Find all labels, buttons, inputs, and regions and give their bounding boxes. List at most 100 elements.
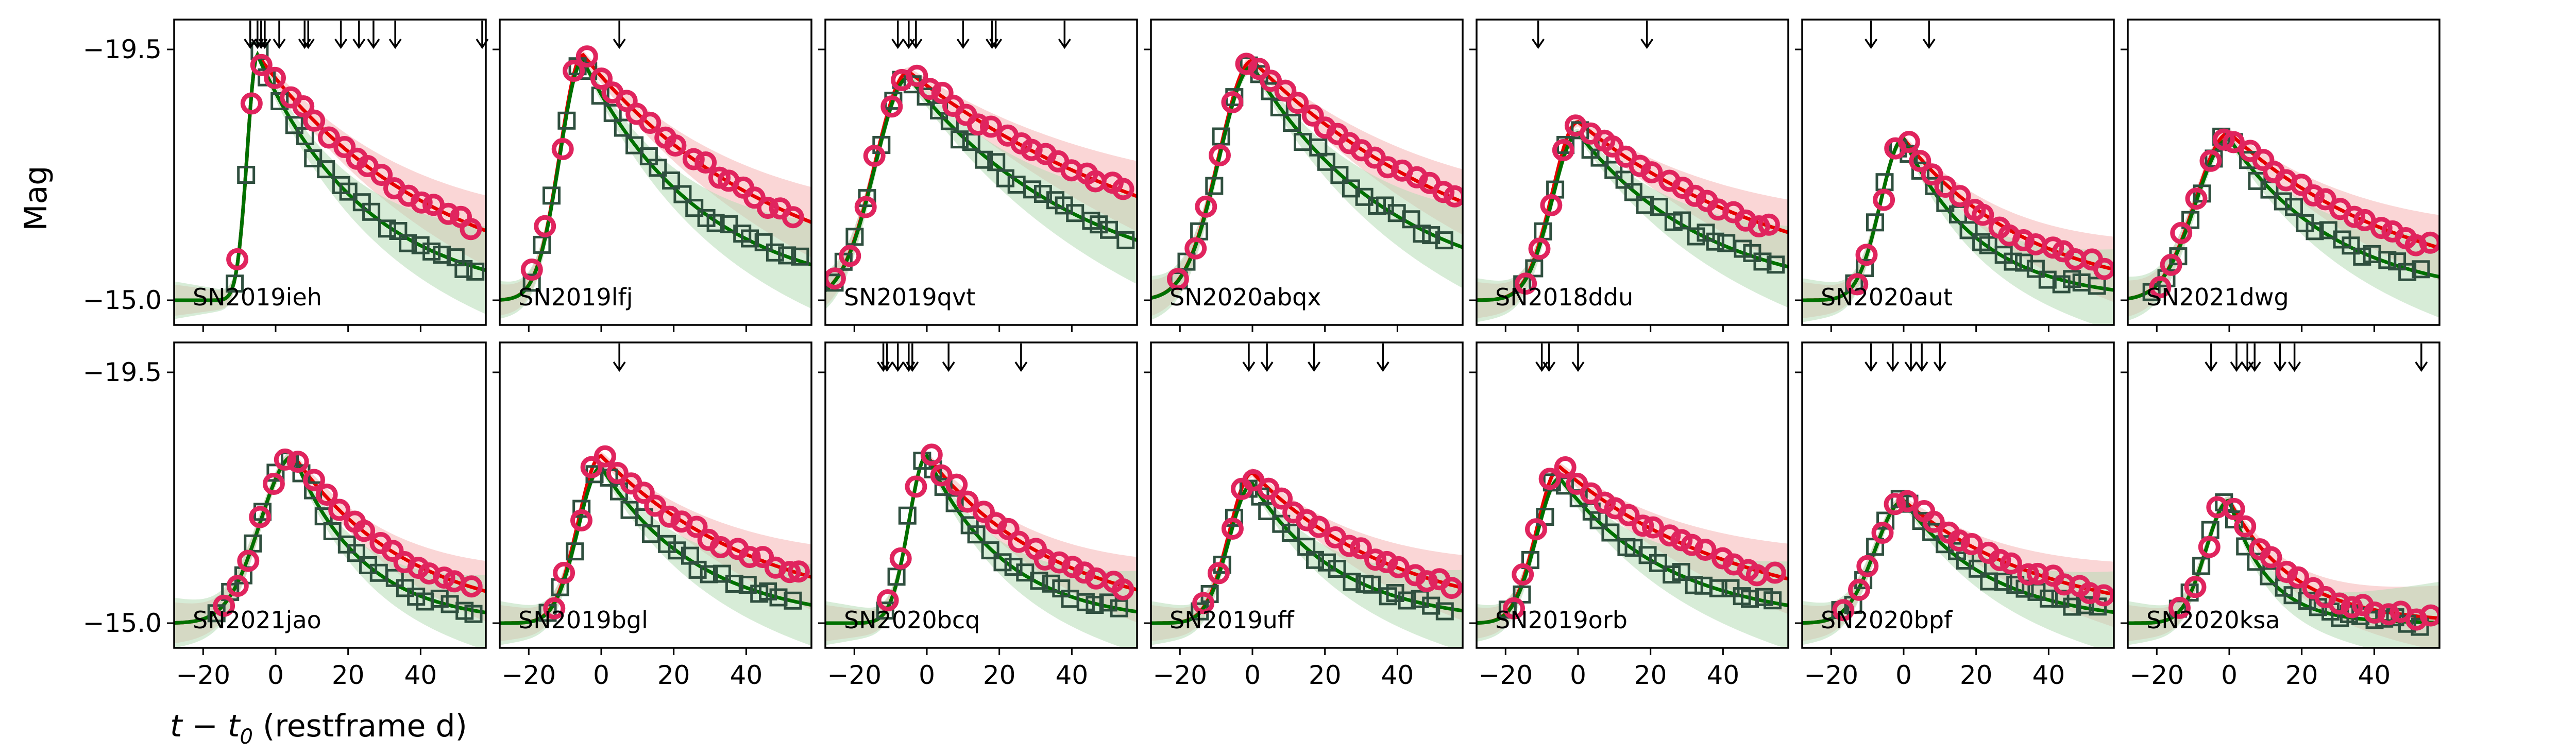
r-band-observation [2222, 131, 2245, 153]
g-band-observation [566, 542, 584, 561]
g-band-observation [1099, 593, 1117, 612]
g-band-observation [339, 182, 358, 201]
g-band-observation [323, 522, 342, 540]
r-band-observation [1525, 518, 1547, 541]
r-band-observation [1999, 552, 2022, 575]
g-band-observation [791, 247, 809, 266]
g-band-observation [668, 541, 686, 560]
r-band-observation [249, 506, 272, 528]
upper-limit-arrow [956, 21, 970, 49]
r-band-observation [292, 95, 315, 117]
upper-limit-arrow [2274, 343, 2286, 372]
x-tick-label: −20 [502, 660, 556, 690]
panel-frame [499, 19, 812, 326]
g-band-observation [1086, 596, 1104, 614]
panel-label: SN2020abqx [1170, 283, 1321, 311]
panel-SN2019bgl: SN2019bgl −20 0 20 40 [493, 341, 812, 690]
g-band-observation [2026, 260, 2045, 278]
panel-label: SN2020ksa [2146, 606, 2280, 634]
r-band-observation [1432, 181, 1455, 203]
r-band-observation [437, 202, 460, 225]
r-band-observation [1195, 195, 1217, 218]
plot-area [1802, 131, 2114, 325]
g-band-observation [967, 525, 986, 544]
plot-area [1477, 114, 1788, 322]
plot-area [500, 45, 811, 319]
r-band-observation [972, 501, 995, 523]
r-band-observation [333, 136, 356, 158]
x-tick-label: 0 [1895, 660, 1912, 690]
panel-SN2019lfj: SN2019lfj [493, 19, 812, 332]
r-band-observation [2377, 603, 2400, 626]
upper-limit-arrow [1543, 343, 1556, 372]
x-tick-label: 20 [332, 660, 365, 690]
upper-limit-arrow [334, 21, 348, 49]
g-band-observation [951, 130, 969, 149]
r-band-observation [2160, 253, 2182, 276]
r-band-observation [563, 60, 585, 82]
g-band-observation [754, 233, 773, 251]
panel-label: SN2019lfj [518, 283, 633, 311]
g-band-observation [1258, 502, 1277, 520]
g-band-observation [362, 202, 381, 221]
g-band-observation [1706, 232, 1724, 251]
plot-area [2128, 493, 2439, 648]
r-band-observation [2287, 566, 2310, 589]
g-band-observation [2063, 597, 2081, 616]
r-band-observation [303, 469, 325, 491]
panel-label: SN2021jao [193, 606, 321, 634]
panel-SN2019qvt: SN2019qvt [818, 19, 1138, 332]
g-band-observation [1571, 121, 1589, 140]
upper-limit-arrow [273, 21, 286, 49]
g-band-observation [1402, 210, 1420, 229]
r-band-observation [2199, 149, 2222, 172]
r-band-observation [1846, 273, 1869, 296]
x-tick-label: 0 [593, 660, 609, 690]
panel-frame [1801, 341, 2115, 649]
r-band-observation [854, 196, 877, 218]
g-band-observation [603, 104, 622, 122]
r-band-observation [1248, 58, 1270, 80]
g-band-observation [700, 565, 718, 583]
r-band-observation [1061, 556, 1084, 578]
upper-limit-arrow [909, 21, 923, 49]
r-band-observation [930, 464, 953, 487]
g-band-observation [2319, 221, 2337, 239]
panel-label: SN2020bcq [844, 606, 980, 634]
r-band-observation [1260, 70, 1282, 92]
upper-limit-arrow [1376, 343, 1389, 372]
r-band-observation [2343, 205, 2366, 228]
r-band-observation [1554, 456, 1577, 478]
y-tick-label: −19.5 [83, 357, 162, 387]
g-band-observation [1979, 236, 1997, 254]
g-band-observation [2192, 557, 2211, 575]
g-band-observation [1959, 221, 1978, 239]
r-band-observation [551, 138, 574, 160]
g-band-observation [713, 564, 731, 583]
x-tick-label: 20 [1309, 660, 1342, 690]
r-band-observation [1884, 493, 1906, 516]
g-band-observation [422, 242, 441, 261]
r-band-observation [1948, 185, 1971, 208]
r-band-observation [2314, 188, 2336, 211]
g-band-observation [649, 159, 667, 177]
g-band-observation [2285, 198, 2303, 216]
r-band-observation [664, 134, 687, 157]
g-band-observation [430, 590, 449, 608]
x-tick-label: −20 [2130, 660, 2184, 690]
g-band-observation [934, 477, 953, 496]
g-band-observation [411, 236, 430, 254]
g-band-observation [389, 222, 408, 240]
r-band-observation [1270, 487, 1293, 510]
r-band-observation [889, 547, 912, 570]
g-band-observation [741, 229, 759, 248]
panel-label: SN2020aut [1821, 283, 1953, 311]
r-band-observation [2092, 584, 2114, 607]
g-band-observation [725, 575, 743, 593]
g-band-observation [685, 199, 704, 217]
g-band-observation [784, 591, 802, 610]
r-band-observation [2184, 576, 2207, 598]
g-band-observation [625, 136, 644, 154]
r-band-observation [1112, 178, 1134, 200]
r-band-observation [1444, 185, 1463, 208]
